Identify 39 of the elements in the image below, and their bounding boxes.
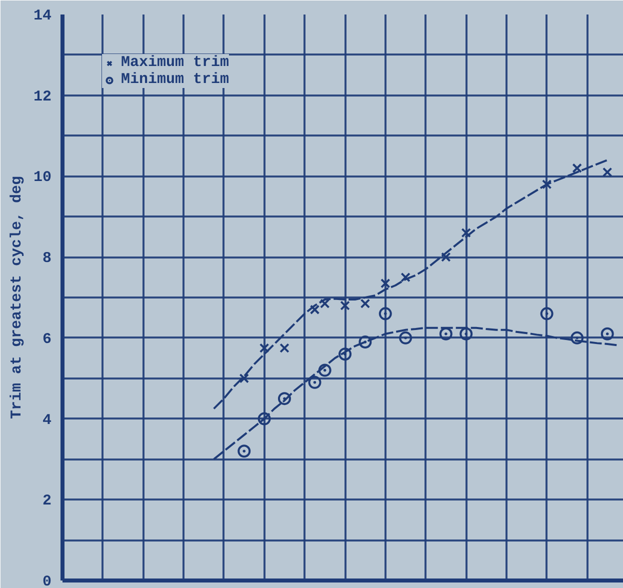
y-tick-label: 6 xyxy=(42,330,52,348)
y-tick-label: 12 xyxy=(33,88,52,106)
point xyxy=(461,228,471,238)
point xyxy=(358,335,372,348)
point xyxy=(258,412,271,426)
y-tick-label: 4 xyxy=(42,412,52,429)
point xyxy=(340,300,350,310)
y-axis-title: Trim at greatest cycle, deg xyxy=(8,176,26,420)
point xyxy=(600,327,614,340)
point xyxy=(439,327,452,340)
point xyxy=(278,392,291,406)
point xyxy=(460,327,473,340)
point xyxy=(380,278,390,288)
point xyxy=(308,376,322,389)
point xyxy=(570,331,584,344)
point xyxy=(338,348,352,361)
point xyxy=(400,272,410,282)
point xyxy=(441,252,451,262)
y-tick-label: 10 xyxy=(33,169,52,186)
point xyxy=(280,343,290,353)
point xyxy=(378,307,392,320)
point xyxy=(238,444,251,458)
legend-label: Minimum trim xyxy=(121,71,230,88)
point xyxy=(399,331,412,344)
y-tick-label: 8 xyxy=(42,250,52,268)
point xyxy=(542,179,552,190)
point xyxy=(572,163,582,174)
legend-label: Maximum trim xyxy=(121,54,230,71)
point xyxy=(602,167,612,178)
point xyxy=(259,343,270,353)
point xyxy=(310,304,320,315)
point xyxy=(540,307,554,320)
point xyxy=(318,364,332,377)
y-tick-label: 2 xyxy=(42,492,52,510)
y-tick-label: 0 xyxy=(42,574,52,588)
point xyxy=(320,298,330,308)
point xyxy=(239,373,250,384)
y-tick-label: 14 xyxy=(33,8,52,24)
point xyxy=(360,298,370,308)
